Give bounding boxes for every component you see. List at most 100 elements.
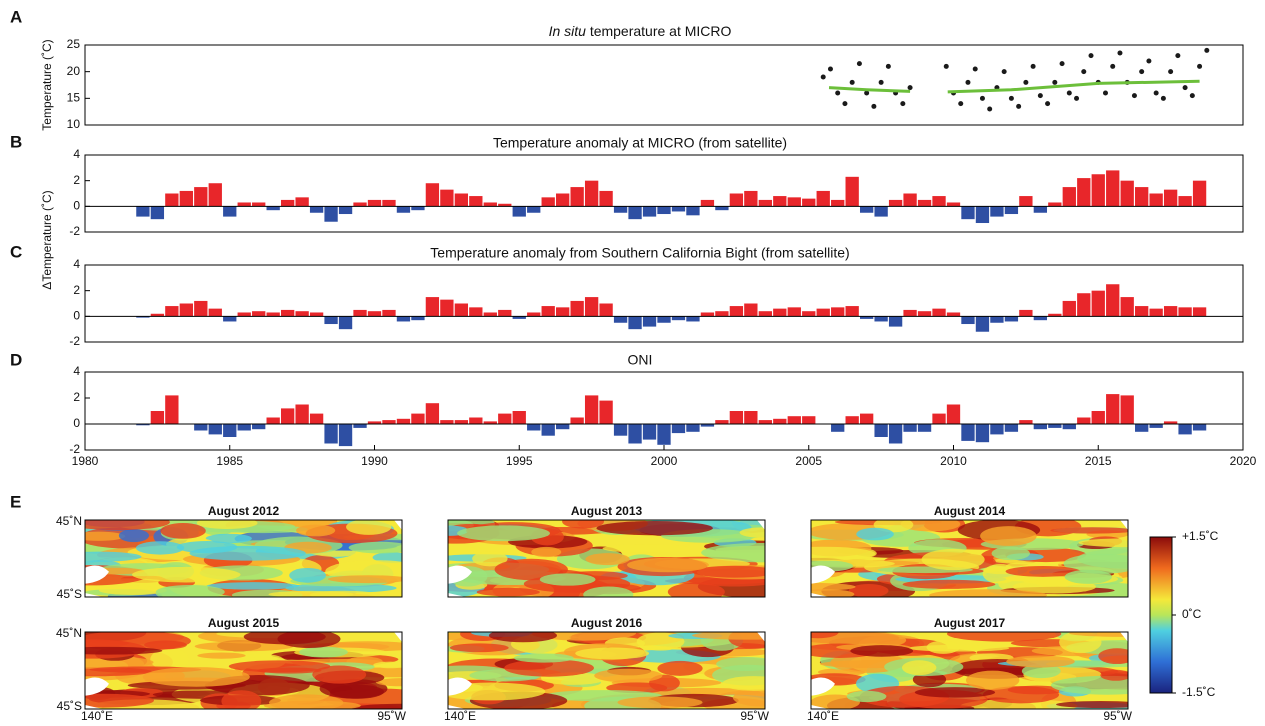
bar — [1135, 424, 1148, 432]
y-tick-label: 20 — [67, 64, 81, 78]
bar — [1106, 394, 1119, 424]
bar — [556, 194, 569, 207]
map-blob — [849, 584, 889, 597]
bar — [1063, 301, 1076, 316]
data-point — [828, 67, 833, 72]
map-blob — [1100, 670, 1131, 681]
bar — [281, 408, 294, 424]
bar — [1077, 293, 1090, 316]
x-tick-label: 1980 — [72, 454, 99, 468]
data-point — [900, 101, 905, 106]
data-point — [1038, 93, 1043, 98]
bar — [469, 307, 482, 316]
map-blob — [692, 631, 801, 639]
map-blob — [269, 694, 343, 710]
bar — [1005, 206, 1018, 214]
bar — [903, 310, 916, 316]
data-point — [1132, 93, 1137, 98]
bar — [1149, 424, 1162, 428]
bar — [932, 414, 945, 424]
bar — [368, 311, 381, 316]
bar — [556, 307, 569, 316]
bar — [426, 403, 439, 424]
map-blob — [603, 544, 692, 553]
map-blob — [349, 542, 412, 554]
bar — [599, 401, 612, 424]
bar — [281, 200, 294, 206]
map-blob — [980, 526, 1037, 546]
bar — [1121, 181, 1134, 207]
bar — [961, 206, 974, 219]
bar — [1034, 206, 1047, 212]
map-blob — [72, 532, 125, 541]
bar — [1005, 424, 1018, 432]
bar — [1063, 187, 1076, 206]
bar — [223, 316, 236, 321]
map-blob — [207, 582, 299, 589]
bar — [267, 206, 280, 210]
map-blob — [477, 588, 540, 596]
data-point — [1002, 69, 1007, 74]
bar — [324, 206, 337, 221]
map-blob — [770, 547, 875, 561]
map-blob — [346, 519, 391, 535]
bar — [1149, 194, 1162, 207]
map-blob — [722, 676, 785, 691]
bar — [1005, 316, 1018, 321]
bar — [701, 200, 714, 206]
map-blob — [1006, 656, 1075, 668]
map-blob — [575, 648, 649, 660]
bar — [151, 206, 164, 219]
bar — [1164, 190, 1177, 207]
map-title: August 2014 — [934, 504, 1006, 518]
y-axis-label: Temperature (˚C) — [40, 39, 54, 130]
bar — [324, 316, 337, 324]
y-tick-label: 10 — [67, 117, 81, 131]
data-point — [871, 104, 876, 109]
bar — [194, 187, 207, 206]
data-point — [965, 80, 970, 85]
bar — [411, 414, 424, 424]
map-blob — [903, 580, 996, 589]
data-point — [1067, 91, 1072, 96]
map-blob — [1056, 701, 1146, 708]
y-tick-label: 2 — [73, 173, 80, 187]
bar — [397, 419, 410, 424]
bar — [759, 420, 772, 424]
map — [411, 512, 820, 603]
bar — [382, 200, 395, 206]
bar — [759, 311, 772, 316]
y-tick-label: 4 — [73, 364, 80, 378]
data-point — [1110, 64, 1115, 69]
map-blob — [132, 567, 241, 583]
bar — [614, 206, 627, 212]
map-blob — [55, 552, 141, 562]
y-tick-label: 2 — [73, 390, 80, 404]
bar — [874, 424, 887, 437]
data-point — [1154, 91, 1159, 96]
data-point — [1161, 96, 1166, 101]
bar — [209, 309, 222, 317]
bar — [1135, 306, 1148, 316]
chart-title: ONI — [628, 352, 653, 368]
bar — [961, 316, 974, 324]
map-blob — [489, 629, 557, 643]
bar — [1063, 424, 1076, 429]
y-tick-label: 25 — [67, 37, 81, 51]
colorbar-tick-label: +1.5˚C — [1182, 529, 1219, 543]
bar — [1193, 424, 1206, 431]
data-point — [987, 107, 992, 112]
map-blob — [594, 669, 662, 683]
bar — [744, 304, 757, 317]
data-point — [835, 91, 840, 96]
map-blob — [143, 667, 250, 687]
data-point — [857, 61, 862, 66]
bar — [744, 411, 757, 424]
map-blob — [1098, 648, 1136, 664]
panel-label: B — [10, 132, 22, 151]
data-point — [1074, 96, 1079, 101]
bar — [440, 190, 453, 207]
bar — [802, 199, 815, 207]
bar — [585, 181, 598, 207]
map-blob — [197, 652, 245, 658]
